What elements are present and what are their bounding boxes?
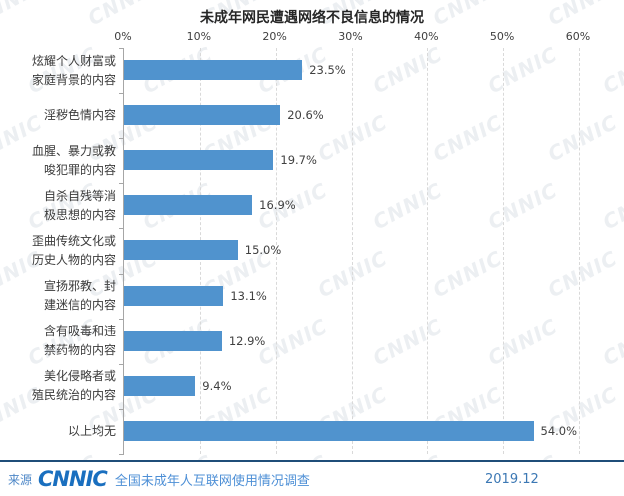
bar-value-label: 19.7% xyxy=(280,153,317,168)
chart-row: 13.1% xyxy=(124,274,579,319)
bar xyxy=(124,105,281,126)
bar-value-label: 9.4% xyxy=(202,378,232,393)
chart-row: 15.0% xyxy=(124,228,579,273)
axis-tick xyxy=(119,408,124,410)
x-tick-label: 30% xyxy=(338,30,363,43)
axis-tick xyxy=(119,138,124,140)
chart-row: 9.4% xyxy=(124,364,579,409)
source-text: 全国未成年人互联网使用情况调查 xyxy=(114,473,310,489)
bar-value-label: 54.0% xyxy=(540,423,578,438)
axis-tick xyxy=(119,453,124,455)
bar-value-label: 12.9% xyxy=(228,333,266,348)
source-label: 来源 xyxy=(8,472,33,487)
axis-tick xyxy=(119,363,124,365)
gridline xyxy=(503,48,505,454)
bar-value-label: 20.6% xyxy=(287,108,324,123)
category-label: 宣扬邪教、封 建迷信的内容 xyxy=(43,279,116,313)
x-tick-label: 60% xyxy=(565,30,591,43)
bar xyxy=(124,420,534,441)
category-label: 歪曲传统文化或 历史人物的内容 xyxy=(31,233,116,267)
bar-value-label: 23.5% xyxy=(309,63,346,77)
gridline xyxy=(275,48,277,454)
axis-tick xyxy=(119,93,124,95)
bar-value-label: 16.9% xyxy=(259,198,296,213)
gridline xyxy=(351,48,353,454)
category-label: 自杀自残等消 极思想的内容 xyxy=(43,188,116,222)
axis-tick xyxy=(119,183,124,185)
footer: 来源 CNNIC 全国未成年人互联网使用情况调查 2019.12 xyxy=(0,460,624,496)
cnnic-logo: CNNIC xyxy=(38,467,108,491)
x-tick-label: 0% xyxy=(114,30,132,43)
chart-row: 16.9% xyxy=(124,183,579,228)
chart-row: 54.0% xyxy=(124,409,579,454)
chart-title: 未成年网民遭遇网络不良信息的情况 xyxy=(200,10,424,26)
watermark-text: CNNIC xyxy=(598,313,624,371)
axis-tick xyxy=(119,273,124,275)
bar xyxy=(124,330,222,351)
axis-tick xyxy=(119,48,124,49)
category-label: 含有吸毒和违 禁药物的内容 xyxy=(43,324,116,358)
watermark-text: CNNIC xyxy=(598,41,624,99)
category-label: 美化侵略者或 殖民统治的内容 xyxy=(31,369,116,403)
category-label: 淫秽色情内容 xyxy=(43,108,116,123)
chart-row: 23.5% xyxy=(124,48,579,93)
axis-tick xyxy=(119,228,124,230)
bar xyxy=(124,375,196,396)
chart-row: 12.9% xyxy=(124,319,579,364)
report-date: 2019.12 xyxy=(485,471,539,487)
bar xyxy=(124,240,238,261)
x-tick-label: 20% xyxy=(262,30,287,43)
category-label: 以上均无 xyxy=(67,423,116,438)
watermark-text: CNNIC xyxy=(598,177,624,235)
gridline xyxy=(579,48,580,454)
bar-value-label: 13.1% xyxy=(230,288,267,303)
chart-row: 19.7% xyxy=(124,138,579,183)
bar-value-label: 15.0% xyxy=(244,243,282,258)
axis-tick xyxy=(119,318,124,320)
bar xyxy=(124,60,303,80)
chart-row: 20.6% xyxy=(124,93,579,138)
x-tick-label: 40% xyxy=(414,30,439,43)
x-tick-label: 10% xyxy=(186,30,212,43)
category-label: 血腥、暴力或教 唆犯罪的内容 xyxy=(31,143,116,177)
category-label: 炫耀个人财富或 家庭背景的内容 xyxy=(31,53,116,87)
plot-area: 23.5% 20.6% 19.7% 16.9% 15.0% 13.1% 12.9% 9.4% 5… xyxy=(119,48,580,455)
bar xyxy=(124,195,253,216)
x-axis: 0% 10% 20% 30% 40% 50% 60% xyxy=(0,30,624,46)
x-tick-label: 50% xyxy=(489,30,515,43)
bar xyxy=(124,150,274,171)
bar xyxy=(124,285,224,306)
gridline xyxy=(427,48,429,454)
